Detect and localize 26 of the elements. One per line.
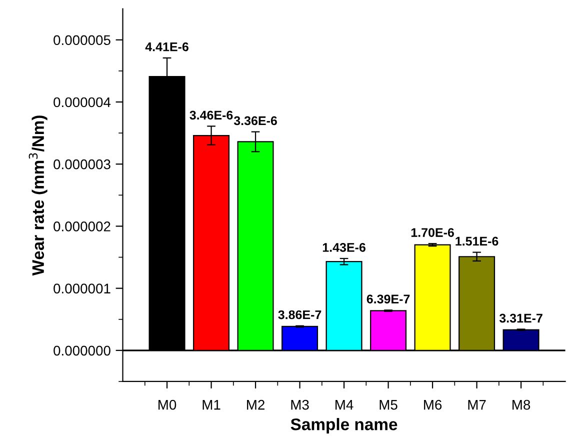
data-label: 6.39E-7 — [366, 294, 410, 304]
data-label: 3.31E-7 — [499, 314, 542, 323]
x-tick-label: M1 — [202, 400, 220, 410]
x-tick-label: M3 — [291, 400, 309, 410]
y-axis-title: Wear rate (mm$^{3}$/Nm) — [28, 116, 48, 276]
y-tick-label: 0.000003 — [54, 159, 110, 170]
x-tick-label: M0 — [158, 400, 176, 410]
data-label: 1.43E-6 — [322, 243, 366, 252]
x-tick-label: M7 — [468, 400, 486, 410]
x-axis-title: Sample name — [290, 418, 398, 434]
data-label: 3.86E-7 — [278, 310, 322, 320]
data-label: 1.70E-6 — [411, 228, 454, 237]
y-tick-label: 0.000004 — [54, 97, 111, 108]
data-label: 3.36E-6 — [234, 116, 277, 126]
y-tick-label: 0.000001 — [54, 284, 110, 294]
x-tick-label: M4 — [336, 400, 354, 410]
y-tick-label: 0.000000 — [54, 346, 110, 356]
data-label: 3.46E-6 — [190, 110, 233, 120]
y-tick-label: 0.000002 — [54, 222, 110, 232]
data-label: 4.41E-6 — [145, 42, 188, 52]
x-tick-label: M5 — [380, 400, 398, 410]
x-tick-label: M6 — [424, 400, 442, 410]
y-tick-label: 0.000005 — [54, 35, 110, 46]
data-label: 1.51E-6 — [456, 236, 498, 246]
x-tick-label: M8 — [512, 400, 530, 410]
x-tick-label: M2 — [247, 400, 264, 410]
